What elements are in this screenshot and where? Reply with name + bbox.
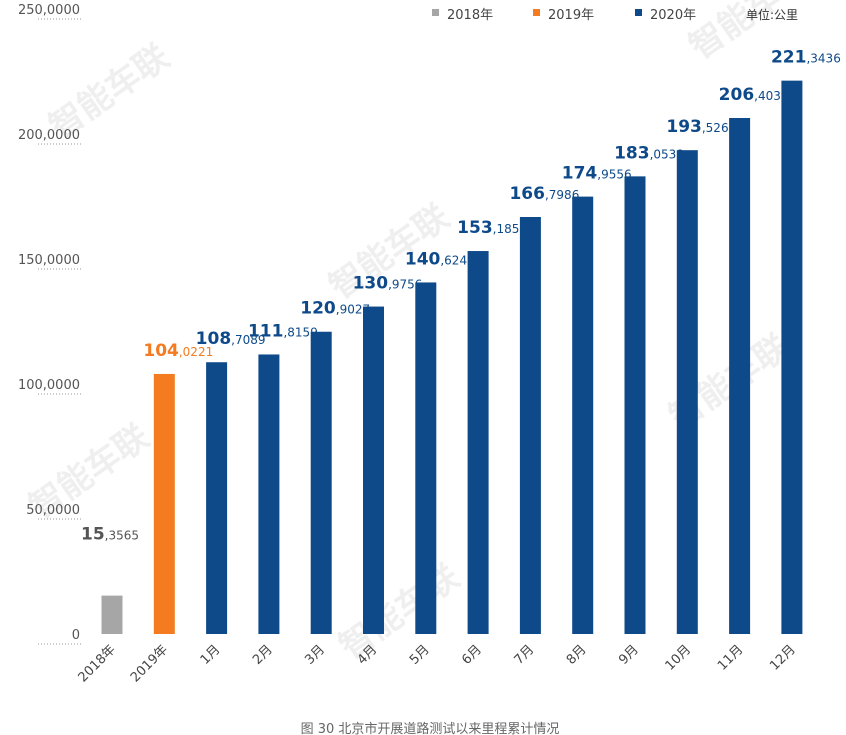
bar-value-label: 193,5263 [666,117,736,137]
x-category-label: 7月 [512,642,538,668]
y-axis-tick-labels: 0 50,0000 100,0000 150,0000 200,0000 250,0000 [18,3,80,643]
bar [258,354,280,634]
bar [310,331,332,634]
y-gridlines [38,18,82,645]
bar-value-label: 166,7986 [509,184,579,204]
bar [572,196,594,634]
x-axis-category-labels: 2018年 2019年 1月 2月 3月 4月 5月 6月 7月 8月 9月 10月 11月 12月 [76,642,799,685]
legend-swatch [432,9,439,16]
x-category-label: 6月 [459,642,485,668]
bar [101,595,123,634]
bar-value-label: 183,0538 [614,143,684,163]
x-category-label: 9月 [616,642,642,668]
watermark-text: 智能车联 [332,557,466,668]
y-tick-label: 200,0000 [18,128,80,143]
bar [467,251,489,634]
figure-caption: 图 30 北京市开展道路测试以来里程累计情况 [301,721,560,735]
y-tick-label: 50,0000 [26,503,80,518]
bar-value-label: 206,4035 [719,85,789,105]
bar-value-label: 120,9027 [300,299,370,319]
bar-value-label: 104,0221 [143,341,213,361]
bar-value-label: 130,9756 [353,274,423,294]
x-category-label: 3月 [302,642,328,668]
x-category-label: 5月 [407,642,433,668]
bar-value-label: 140,6242 [405,249,475,269]
y-tick-label: 150,0000 [18,253,80,268]
x-category-label: 2019年 [128,642,171,685]
x-category-label: 2018年 [76,642,119,685]
legend: 2018年 2019年 2020年 [432,8,696,23]
bar [153,373,175,634]
bars [101,80,803,635]
legend-label: 2018年 [447,8,493,23]
legend-swatch [635,9,642,16]
bar [781,80,803,635]
unit-label: 单位:公里 [746,7,798,22]
bar [729,117,751,634]
x-category-label: 12月 [767,642,798,673]
legend-label: 2020年 [650,8,696,23]
bar-value-label: 221,3436 [771,48,841,68]
bar-value-label: 15,3565 [81,525,139,545]
x-category-label: 10月 [663,642,694,673]
legend-swatch [533,9,540,16]
bar [415,282,437,634]
bar-value-label: 108,7089 [196,329,266,349]
bar-value-label: 111,8159 [248,321,318,341]
bar-value-label: 174,9556 [562,164,632,184]
bar [624,176,646,635]
bar-value-label: 153,1855 [457,218,527,238]
bar [676,150,698,634]
x-category-label: 11月 [715,642,746,673]
y-tick-label: 250,0000 [18,3,80,18]
x-category-label: 2月 [250,642,276,668]
x-category-label: 8月 [564,642,590,668]
bar [206,362,228,634]
y-tick-label: 0 [72,628,80,643]
bar [363,306,384,634]
y-tick-label: 100,0000 [18,378,80,393]
bar [519,217,541,635]
x-category-label: 1月 [198,642,224,668]
legend-label: 2019年 [548,8,594,23]
